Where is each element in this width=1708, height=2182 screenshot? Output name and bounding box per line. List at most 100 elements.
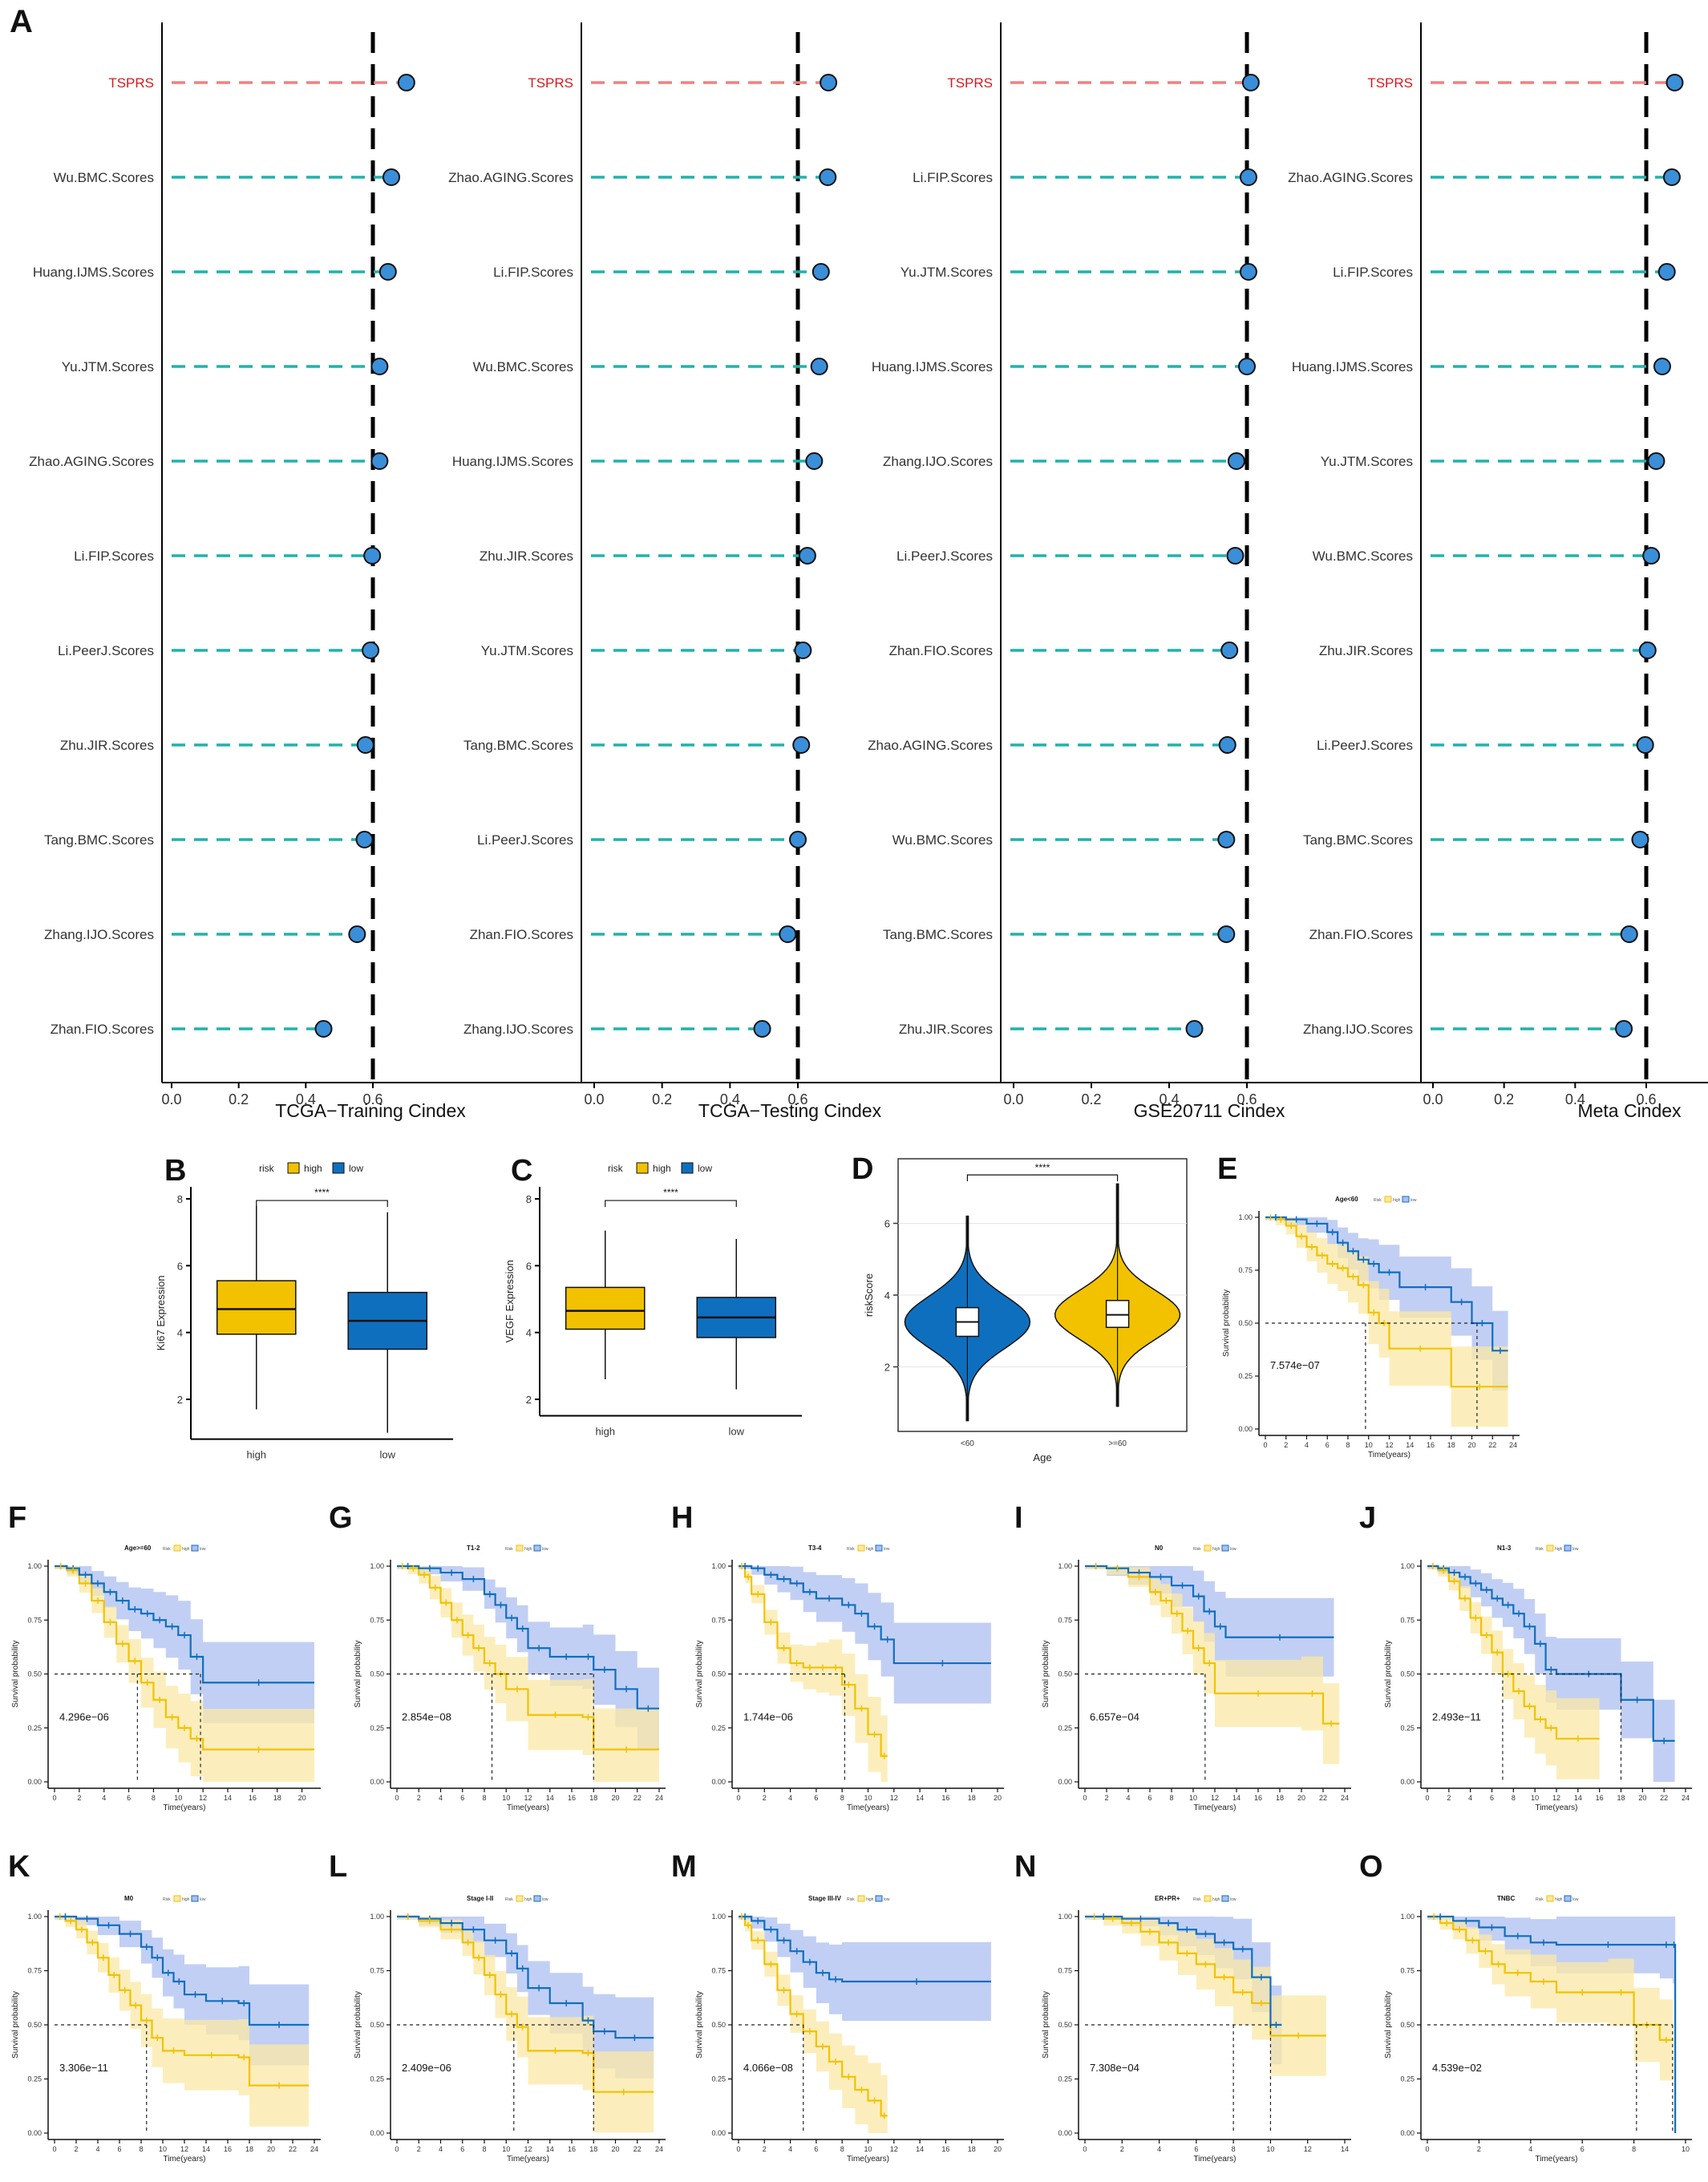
y-tick-label: 2 <box>177 1394 183 1406</box>
lollipop-point <box>1666 74 1684 91</box>
model-label: Yu.JTM.Scores <box>481 643 573 658</box>
lollipop-point <box>1620 925 1638 943</box>
y-tick-label: 0.75 <box>1400 1967 1415 1975</box>
lollipop-point <box>370 452 389 470</box>
y-tick-label: 6 <box>526 1260 532 1272</box>
x-tick-label: 0.0 <box>161 1091 181 1107</box>
y-tick-label: 1.00 <box>1058 1913 1072 1921</box>
model-label: Li.FIP.Scores <box>493 265 573 280</box>
x-tick-label: 18 <box>1617 1794 1625 1802</box>
panel-letter: L <box>329 1850 347 1884</box>
x-tick-label: 4 <box>1126 1794 1130 1802</box>
y-tick-label: 0.00 <box>1058 1778 1072 1786</box>
highlight-model-label: TSPRS <box>1367 75 1413 91</box>
model-label: Li.FIP.Scores <box>913 170 993 185</box>
model-label: Huang.IJMS.Scores <box>33 265 154 280</box>
x-tick-label: 0.2 <box>229 1091 249 1107</box>
legend-swatch-low <box>875 1895 883 1902</box>
legend-swatch-high <box>287 1162 300 1174</box>
forest-panel-2: 0.0 0.2 0.4 0.6 TSPRS Li.FIP.Scores Yu.JTM.Sco… <box>868 22 1442 1121</box>
low-risk-ci-band <box>739 1917 991 2026</box>
x-tick-label: 0 <box>395 1794 399 1802</box>
legend-swatch-high <box>857 1544 865 1552</box>
lollipop-point <box>370 358 389 375</box>
panel-letter: J <box>1359 1501 1376 1535</box>
x-category-label: low <box>379 1449 395 1461</box>
x-tick-label: 16 <box>941 2145 949 2153</box>
x-tick-label: 20 <box>267 2145 275 2153</box>
x-tick-label: 22 <box>633 1794 642 1802</box>
x-tick-label: 2 <box>1447 1794 1451 1802</box>
x-tick-label: 16 <box>568 2145 576 2153</box>
x-tick-label: 0.4 <box>720 1091 740 1107</box>
x-tick-label: 10 <box>1266 2145 1274 2153</box>
x-tick-label: 20 <box>298 1794 306 1802</box>
subgroup-title: T1-2 <box>467 1544 480 1552</box>
legend-title: Risk <box>1536 1897 1544 1902</box>
model-label: Zhan.FIO.Scores <box>51 1022 154 1037</box>
legend-swatch-high <box>1546 1895 1554 1902</box>
legend-swatch-high <box>636 1162 649 1174</box>
legend-swatch-high <box>1384 1196 1392 1203</box>
legend-swatch-high <box>173 1895 181 1902</box>
p-value: 2.493e−11 <box>1432 1710 1481 1723</box>
x-tick-label: 2 <box>417 1794 421 1802</box>
legend-title: Risk <box>1193 1897 1201 1902</box>
x-tick-label: 12 <box>524 1794 532 1802</box>
model-label: Zhao.AGING.Scores <box>448 170 573 185</box>
boxplot-panel-B: 2 4 6 8 high low **** Ki67 Expression risk high lo… <box>155 1154 453 1461</box>
low-risk-ci-band <box>1265 1217 1508 1394</box>
x-tick-label: 12 <box>1552 1794 1560 1802</box>
legend-title: Risk <box>505 1547 513 1552</box>
legend-label: low <box>1572 1547 1579 1552</box>
legend-swatch-high <box>1204 1544 1212 1552</box>
lollipop-point <box>779 925 797 943</box>
model-label: Zhao.AGING.Scores <box>29 454 154 469</box>
y-tick-label: 1.00 <box>27 1913 42 1921</box>
y-tick-label: 0.00 <box>1058 2129 1072 2137</box>
x-tick-label: 2 <box>417 2145 421 2153</box>
high-risk-ci-band <box>739 1917 888 2133</box>
forest-panel-0: 0.0 0.2 0.4 0.6 TSPRS Wu.BMC.Scores Huang.IJMS… <box>10 4 603 1121</box>
km-panel-E: 0.000.250.500.751.000 2 4 6 8 10 12 14 16 18 20 22 2… <box>1217 1152 1520 1459</box>
forest-panel-1: 0.0 0.2 0.4 0.6 TSPRS Zhao.AGING.Scores Li.FIP… <box>448 22 1022 1121</box>
legend-swatch-low <box>191 1895 199 1902</box>
y-tick-label: 1.00 <box>711 1913 726 1921</box>
low-risk-curve <box>55 1915 310 2026</box>
legend-label: low <box>1230 1547 1236 1552</box>
y-tick-label: 0.00 <box>27 1778 42 1786</box>
x-tick-label: 14 <box>224 1794 232 1802</box>
model-label: Li.PeerJ.Scores <box>477 832 573 848</box>
x-tick-label: 14 <box>202 2145 210 2153</box>
y-tick-label: 0.75 <box>711 1967 726 1975</box>
legend-label: low <box>200 1547 206 1552</box>
legend-label: high <box>182 1547 190 1552</box>
y-tick-label: 1.00 <box>27 1562 42 1570</box>
x-tick-label: 18 <box>968 1794 976 1802</box>
boxplot-panel-C: 2 4 6 8 high low **** VEGF Expression risk high lo… <box>504 1154 802 1438</box>
lollipop-point <box>1238 358 1256 375</box>
lollipop-point <box>363 547 382 565</box>
legend-label: high <box>1555 1897 1563 1902</box>
subgroup-title: TNBC <box>1497 1895 1515 1902</box>
lollipop-point <box>1657 263 1676 281</box>
legend-swatch-low <box>1564 1544 1572 1552</box>
x-tick-label: 14 <box>1406 1441 1414 1449</box>
significance-bracket <box>966 1174 1119 1182</box>
x-tick-label: 18 <box>589 1794 597 1802</box>
legend-label: high <box>1212 1547 1220 1552</box>
x-tick-label: 0 <box>395 2145 399 2153</box>
x-tick-label: 4 <box>788 2145 792 2153</box>
lollipop-point <box>812 263 830 281</box>
model-label: Tang.BMC.Scores <box>883 927 993 942</box>
y-tick-label: 0.25 <box>1058 1724 1072 1732</box>
x-axis-title: TCGA−Testing Cindex <box>698 1100 882 1121</box>
legend-swatch-high <box>516 1895 524 1902</box>
legend-label: high <box>1555 1547 1563 1552</box>
model-label: Zhang.IJO.Scores <box>44 927 154 942</box>
significance-stars: **** <box>663 1187 678 1198</box>
y-tick-label: 1.00 <box>370 1913 384 1921</box>
y-tick-label: 0.75 <box>370 1967 384 1975</box>
y-tick-label: 0.50 <box>711 2021 726 2029</box>
subgroup-title: N1-3 <box>1497 1544 1512 1552</box>
